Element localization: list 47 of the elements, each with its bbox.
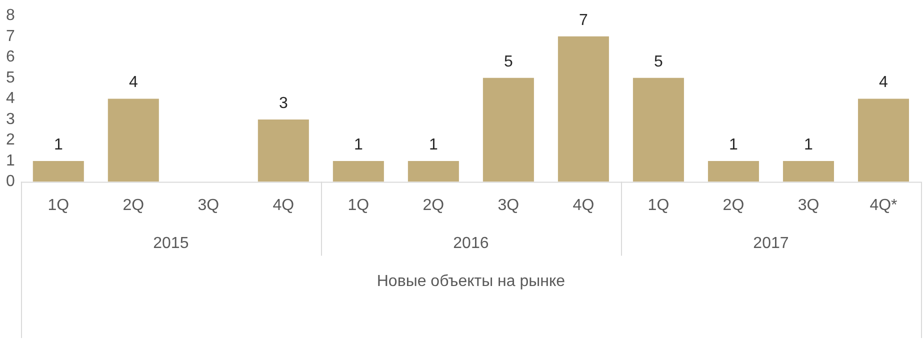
y-tick-label: 5 xyxy=(6,69,15,86)
bar xyxy=(782,161,834,182)
y-tick-label: 2 xyxy=(6,132,15,149)
y-tick-label: 3 xyxy=(6,110,15,128)
data-label: 1 xyxy=(804,136,814,154)
bar xyxy=(332,161,384,182)
bar xyxy=(708,161,759,182)
bar xyxy=(258,119,309,182)
data-label: 5 xyxy=(504,53,513,70)
bar xyxy=(558,36,609,182)
x-tick-label: 2Q xyxy=(122,196,144,214)
y-tick-label: 6 xyxy=(6,48,15,66)
data-label: 5 xyxy=(654,53,664,70)
bar xyxy=(108,98,159,182)
data-label: 1 xyxy=(729,136,738,154)
data-label: 1 xyxy=(54,136,63,154)
bar xyxy=(32,161,84,182)
x-tick-label: 4Q xyxy=(272,196,294,214)
data-label: 3 xyxy=(278,94,288,112)
y-tick-label: 4 xyxy=(6,90,15,108)
x-axis-title: Новые объекты на рынке xyxy=(376,273,566,290)
y-tick-label: 7 xyxy=(6,28,15,45)
bar xyxy=(858,98,909,182)
x-tick-label: 2Q xyxy=(722,196,744,214)
data-label: 4 xyxy=(879,74,888,92)
y-tick-label: 8 xyxy=(6,7,15,24)
x-tick-label: 3Q xyxy=(498,196,520,214)
data-label: 1 xyxy=(428,136,438,154)
x-tick-label: 4Q xyxy=(572,196,594,214)
data-label: 4 xyxy=(128,74,138,92)
x-tick-label: 1Q xyxy=(48,196,70,214)
data-label: 7 xyxy=(579,12,588,29)
x-tick-label: 4Q* xyxy=(870,196,898,214)
x-tick-label: 3Q xyxy=(198,196,220,214)
text: 2015 xyxy=(153,235,189,252)
text: 2016 xyxy=(453,235,489,252)
data-label: 1 xyxy=(354,136,363,154)
x-tick-label: 3Q xyxy=(798,196,820,214)
bar xyxy=(408,161,459,182)
text: 2017 xyxy=(753,235,789,252)
x-tick-label: 1Q xyxy=(348,196,370,214)
bar xyxy=(482,78,534,182)
x-tick-label: 1Q xyxy=(648,196,670,214)
x-tick-label: 2Q xyxy=(422,196,444,214)
y-tick-label: 1 xyxy=(6,152,15,170)
bar xyxy=(632,78,684,182)
y-tick-label: 0 xyxy=(6,173,15,190)
